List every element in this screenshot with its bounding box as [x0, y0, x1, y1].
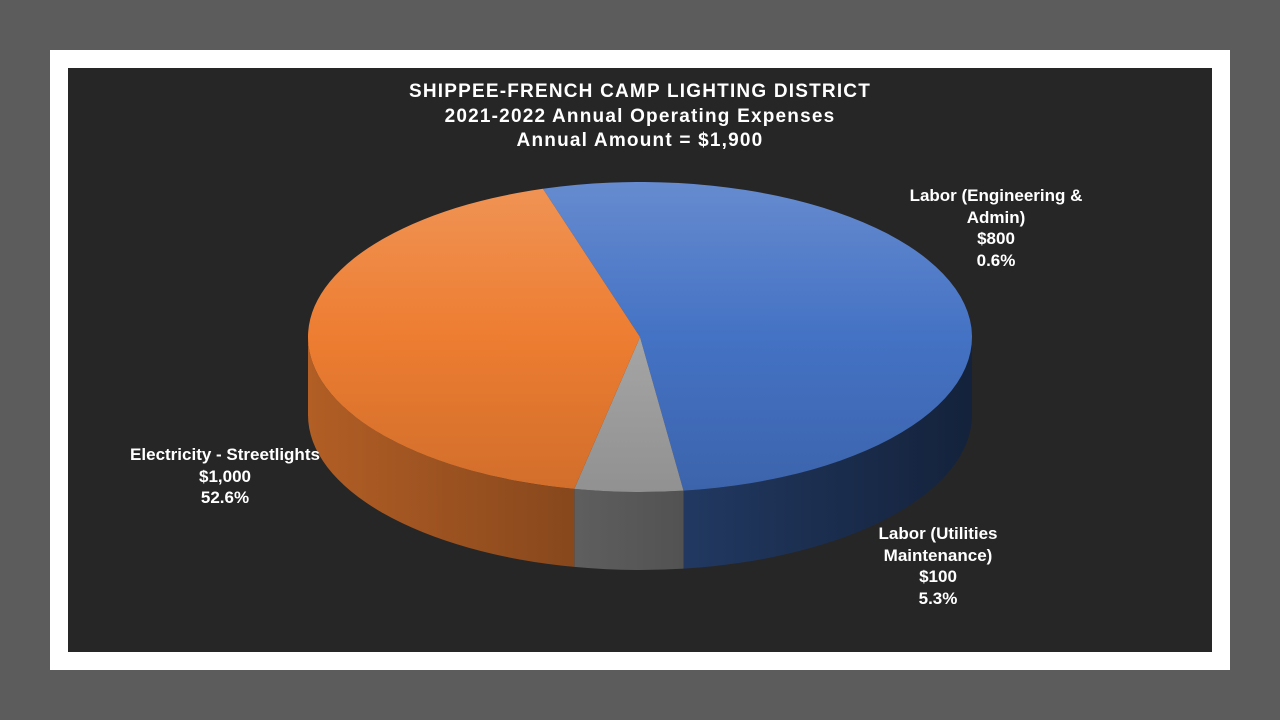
data-label-value: $1,000	[199, 466, 251, 486]
pie-slice-1	[574, 337, 684, 492]
pie-chart	[308, 182, 973, 570]
chart-subtitle: 2021-2022 Annual Operating Expenses	[444, 105, 836, 127]
data-label-percent: 0.6%	[976, 250, 1016, 270]
pie-slice-2	[308, 188, 640, 489]
pie-side-0	[683, 337, 972, 569]
data-label-percent: 5.3%	[918, 588, 958, 608]
data-label-name-cont: Admin)	[966, 207, 1026, 227]
chart-area: SHIPPEE-FRENCH CAMP LIGHTING DISTRICT 20…	[68, 68, 1212, 652]
pie-side-1	[574, 488, 684, 570]
data-label-percent: 52.6%	[200, 488, 250, 507]
data-label-name: Electricity - Streetlights	[130, 445, 320, 464]
pie-side-walls	[308, 337, 972, 570]
pie-side-2	[308, 337, 575, 567]
pie-top-faces	[308, 182, 973, 492]
chart-title-block: SHIPPEE-FRENCH CAMP LIGHTING DISTRICT 20…	[68, 80, 1212, 154]
data-label-labor-utilities: Labor (Utilities Maintenance) $100 5.3%	[858, 523, 1018, 609]
data-label-name: Labor (Utilities	[878, 524, 998, 543]
chart-title: SHIPPEE-FRENCH CAMP LIGHTING DISTRICT	[408, 81, 872, 102]
chart-subtitle-amount: Annual Amount = $1,900	[516, 130, 764, 151]
data-label-value: $800	[977, 229, 1015, 248]
data-label-name-cont: Maintenance)	[883, 545, 993, 565]
data-label-electricity: Electricity - Streetlights $1,000 52.6%	[100, 444, 350, 509]
pie-slice-0	[542, 182, 973, 491]
data-label-labor-engineering: Labor (Engineering & Admin) $800 0.6%	[880, 185, 1112, 271]
data-label-value: $100	[919, 567, 957, 586]
data-label-name: Labor (Engineering &	[909, 186, 1083, 205]
